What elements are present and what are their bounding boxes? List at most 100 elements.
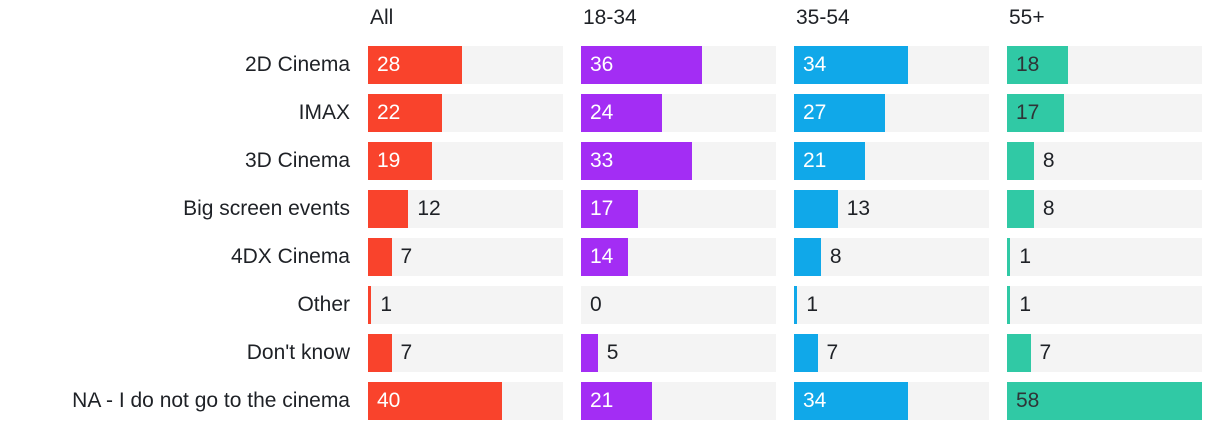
value-label: 19: [377, 149, 401, 172]
bar-track: 24: [581, 94, 776, 132]
bar: [581, 94, 662, 132]
value-label: 27: [803, 101, 827, 124]
bar: [1007, 286, 1011, 324]
column-header-55-: 55+: [1009, 6, 1045, 29]
bar: [368, 238, 392, 276]
bar: [1007, 190, 1034, 228]
row-label: Other: [297, 293, 350, 316]
column-header-18-34: 18-34: [583, 6, 637, 29]
bar-track: 1: [1007, 238, 1202, 276]
value-label: 1: [1019, 293, 1032, 316]
bar-track: 1: [368, 286, 563, 324]
grouped-bar-chart: All 18-34 35-54 55+ 2D Cinema 28 36 34 18 IMAX 22 2…: [0, 0, 1202, 420]
bar: [368, 142, 432, 180]
bar: [581, 238, 629, 276]
bar: [368, 46, 463, 84]
bar-track: 1: [794, 286, 989, 324]
bar: [794, 142, 865, 180]
value-label: 1: [380, 293, 393, 316]
bar-track: 33: [581, 142, 776, 180]
chart-corner-spacer: [0, 0, 350, 36]
value-label: 21: [590, 389, 614, 412]
value-label: 28: [377, 53, 401, 76]
bar: [368, 334, 392, 372]
value-label: 12: [417, 197, 441, 220]
value-label: 58: [1016, 389, 1040, 412]
value-label: 5: [606, 341, 619, 364]
bar-track: 14: [581, 238, 776, 276]
bar: [1007, 382, 1202, 420]
value-label: 13: [846, 197, 871, 220]
value-label: 0: [590, 293, 602, 316]
bar-track: 8: [794, 238, 989, 276]
bar-track: 17: [581, 190, 776, 228]
row-label: 2D Cinema: [244, 53, 350, 76]
column-header-all: All: [370, 6, 394, 29]
value-label: 36: [590, 53, 614, 76]
value-label: 8: [1042, 197, 1055, 220]
bar-track: 1: [1007, 286, 1202, 324]
value-label: 7: [400, 245, 413, 268]
row-label: Don't know: [246, 341, 350, 364]
bar-track: 7: [368, 334, 563, 372]
value-label: 7: [1039, 341, 1052, 364]
bar: [794, 46, 909, 84]
bar-track: 17: [1007, 94, 1202, 132]
bar: [794, 286, 798, 324]
row-label: 3D Cinema: [244, 149, 350, 172]
value-label: 17: [1016, 101, 1040, 124]
bar-track: 34: [794, 46, 989, 84]
value-label: 7: [826, 341, 839, 364]
value-label: 17: [590, 197, 614, 220]
bar-track: 5: [581, 334, 776, 372]
value-label: 22: [377, 101, 401, 124]
bar: [1007, 142, 1034, 180]
bar-track: 7: [1007, 334, 1202, 372]
bar-track: 7: [368, 238, 563, 276]
value-label: 1: [806, 293, 819, 316]
bar: [1007, 94, 1065, 132]
row-label: Big screen events: [183, 197, 350, 220]
bar: [368, 286, 372, 324]
bar-track: 7: [794, 334, 989, 372]
bar: [1007, 238, 1011, 276]
bar: [368, 94, 442, 132]
bar-track: 22: [368, 94, 563, 132]
bar: [368, 382, 503, 420]
bar: [581, 46, 703, 84]
value-label: 40: [377, 389, 401, 412]
bar: [581, 142, 692, 180]
value-label: 18: [1016, 53, 1040, 76]
bar: [368, 190, 409, 228]
value-label: 7: [400, 341, 413, 364]
value-label: 33: [590, 149, 614, 172]
value-label: 24: [590, 101, 614, 124]
bar-track: 12: [368, 190, 563, 228]
value-label: 21: [803, 149, 827, 172]
bar-track: 27: [794, 94, 989, 132]
bar: [794, 190, 838, 228]
bar-track: 21: [794, 142, 989, 180]
value-label: 14: [590, 245, 614, 268]
bar-track: 34: [794, 382, 989, 420]
value-label: 8: [1042, 149, 1055, 172]
bar-track: 36: [581, 46, 776, 84]
bar-track: 13: [794, 190, 989, 228]
value-label: 1: [1019, 245, 1032, 268]
value-label: 34: [803, 53, 827, 76]
bar-track: 0: [581, 286, 776, 324]
bar-track: 58: [1007, 382, 1202, 420]
bar: [581, 334, 598, 372]
row-label: 4DX Cinema: [230, 245, 350, 268]
bar-track: 8: [1007, 142, 1202, 180]
bar: [794, 238, 821, 276]
bar: [1007, 46, 1068, 84]
bar-track: 19: [368, 142, 563, 180]
bar-track: 28: [368, 46, 563, 84]
bar-track: 18: [1007, 46, 1202, 84]
value-label: 34: [803, 389, 827, 412]
bar: [794, 382, 909, 420]
bar: [794, 334, 818, 372]
bar: [581, 190, 639, 228]
